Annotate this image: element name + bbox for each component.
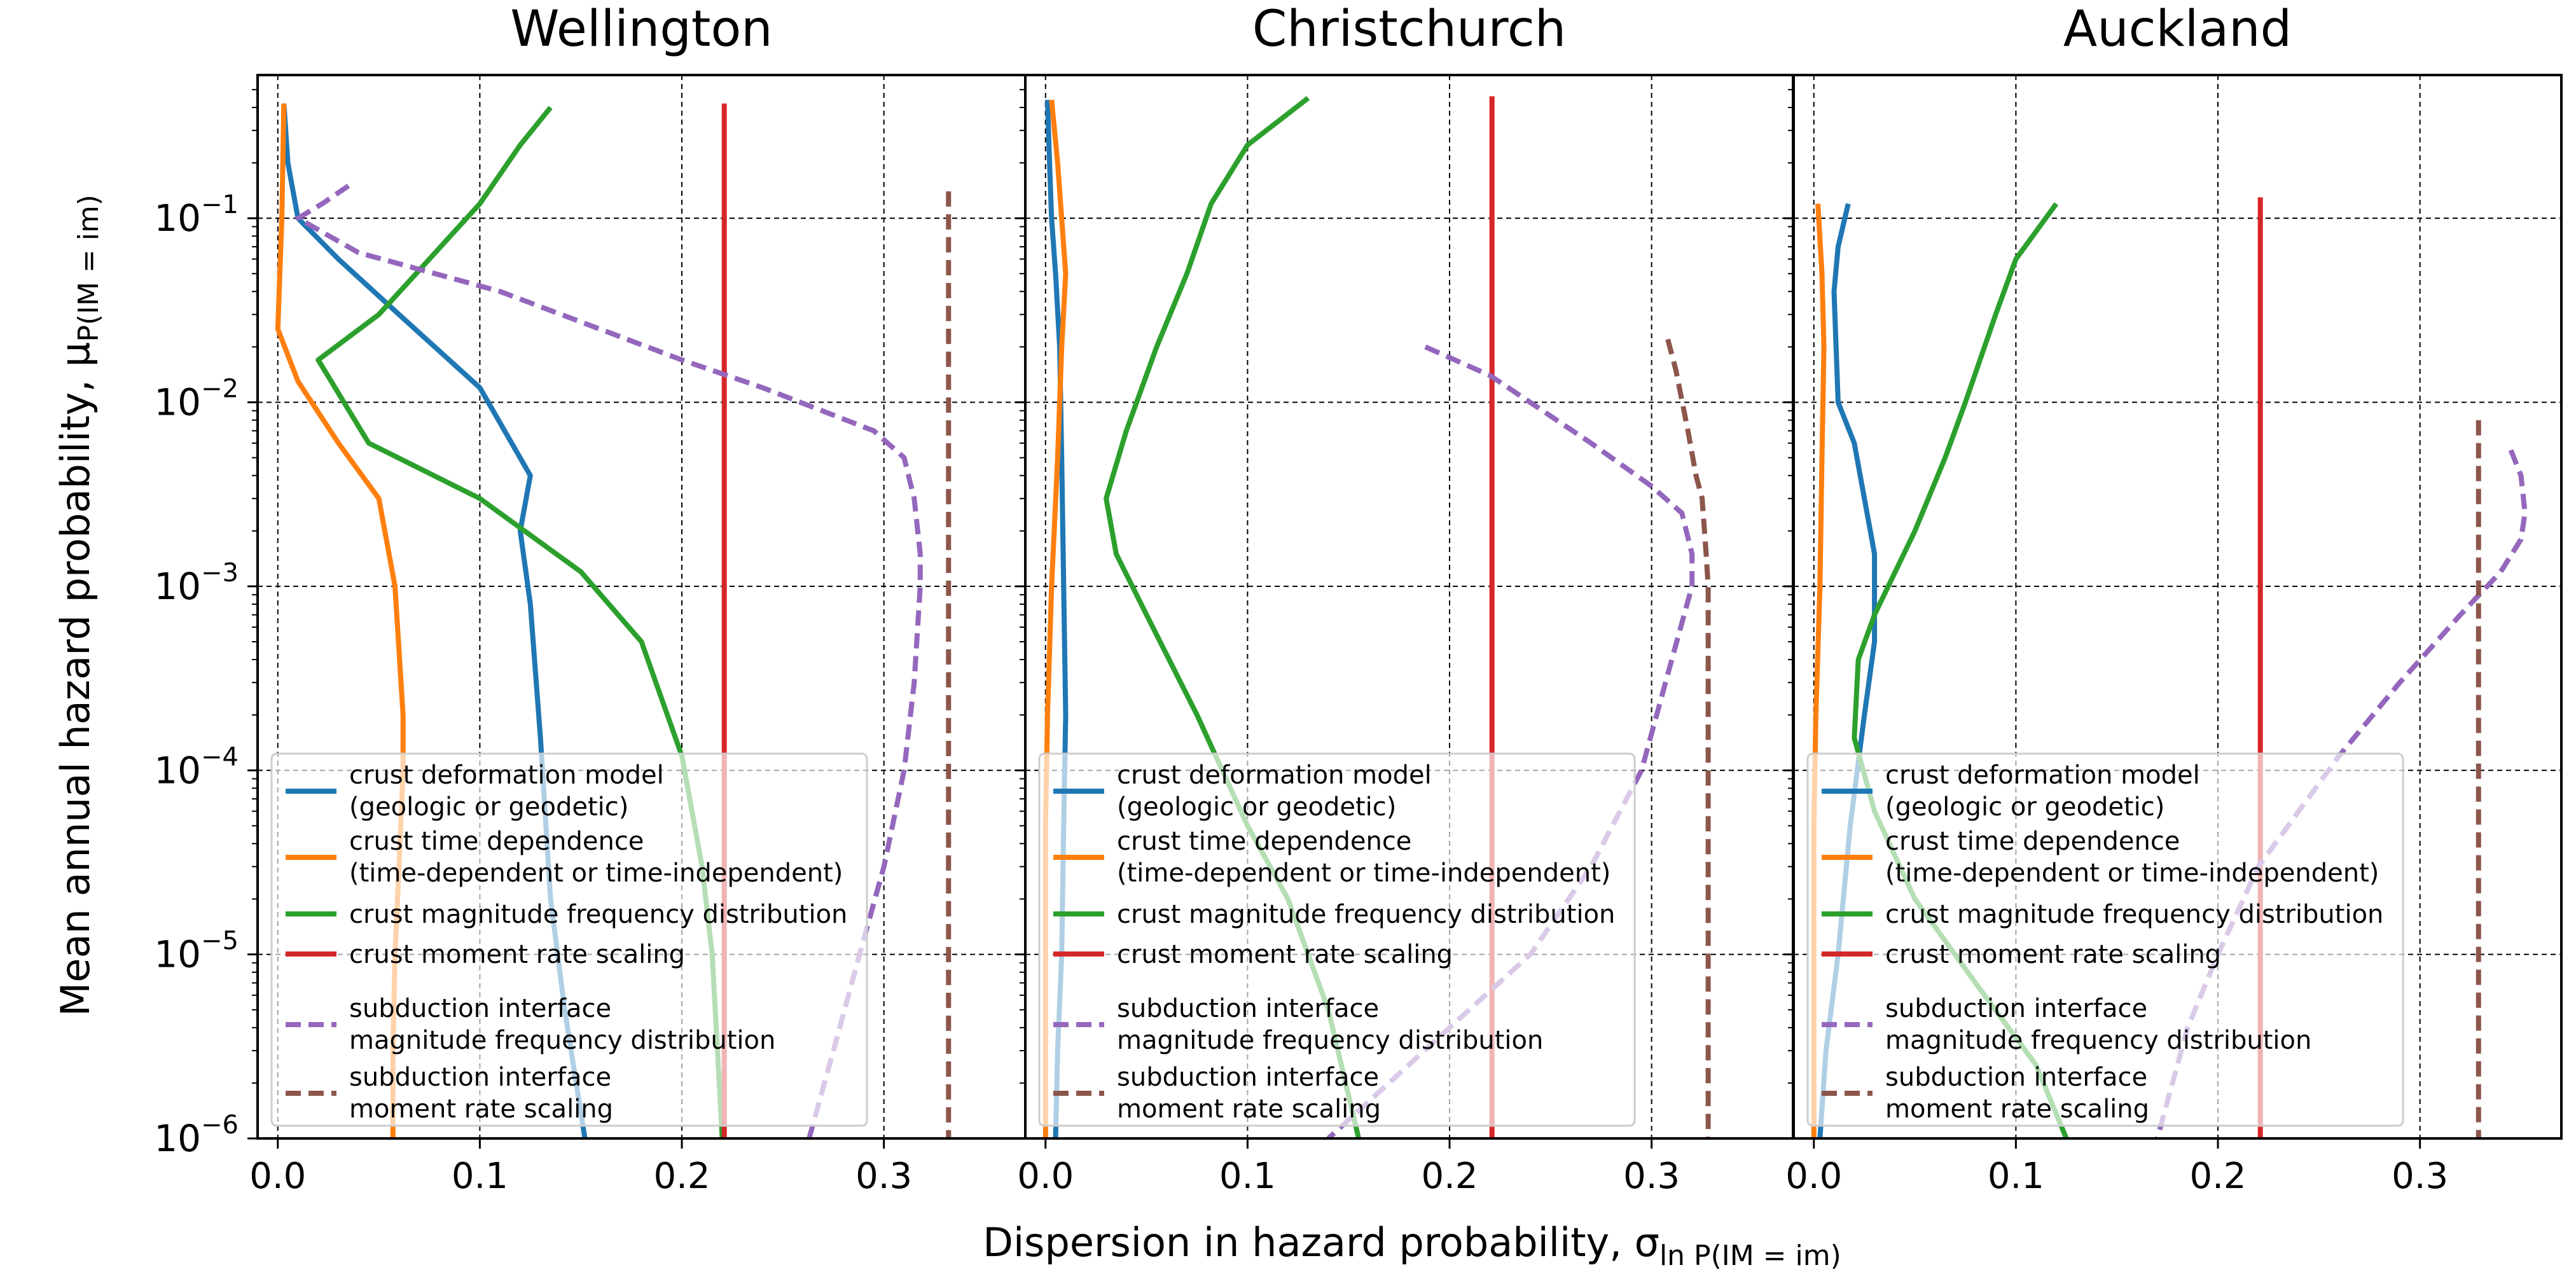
legend-label: subduction interface (1117, 994, 1379, 1023)
legend-label: (geologic or geodetic) (1117, 792, 1396, 822)
legend-label: (time-dependent or time-independent) (349, 859, 843, 888)
y-tick-label: 10−2 (154, 375, 239, 424)
legend-label: magnitude frequency distribution (349, 1026, 775, 1055)
x-tick-label: 0.2 (1421, 1156, 1478, 1197)
y-tick-label: 10−3 (154, 558, 239, 608)
x-tick-label: 0.0 (1785, 1156, 1842, 1197)
x-axis-label: Dispersion in hazard probability, σln P(… (983, 1219, 1841, 1272)
panel-auckland: Auckland 0.0 0.1 0.2 0.3 crust deformation mo… (1783, 1, 2563, 1197)
legend-label: crust time dependence (349, 827, 644, 856)
x-tick-label: 0.0 (249, 1156, 306, 1197)
x-tick-label: 0.3 (1623, 1156, 1680, 1197)
panel-title: Auckland (2063, 1, 2292, 58)
legend-label: moment rate scaling (1885, 1095, 2149, 1124)
legend-label: magnitude frequency distribution (1117, 1026, 1543, 1055)
legend-label: subduction interface (349, 994, 611, 1023)
x-tick-label: 0.2 (2189, 1156, 2246, 1197)
legend-box (1038, 752, 1636, 1127)
legend-label: crust moment rate scaling (1117, 940, 1453, 969)
legend-label: crust magnitude frequency distribution (1885, 900, 2383, 929)
y-axis-label: Mean annual hazard probability, μP(IM = … (52, 195, 105, 1016)
legend-label: crust time dependence (1885, 827, 2180, 856)
y-tick-label: 10−4 (154, 742, 239, 792)
legend-label: crust moment rate scaling (349, 940, 685, 969)
legend-label: subduction interface (349, 1063, 611, 1092)
legend-label: subduction interface (1885, 994, 2147, 1023)
series-line-sub-mfd (295, 183, 923, 1140)
legend-box (270, 752, 868, 1127)
legend-label: (geologic or geodetic) (1885, 792, 2164, 822)
x-tick-label: 0.3 (2392, 1156, 2448, 1197)
x-tick-label: 0.1 (1988, 1156, 2044, 1197)
x-tick-label: 0.0 (1017, 1156, 1074, 1197)
legend-label: (time-dependent or time-independent) (1117, 859, 1610, 888)
legend-label: (time-dependent or time-independent) (1885, 859, 2379, 888)
panel-title: Christchurch (1252, 1, 1566, 58)
legend-label: moment rate scaling (1117, 1095, 1381, 1124)
legend-label: crust deformation model (349, 761, 664, 790)
legend-label: crust deformation model (1885, 761, 2200, 790)
panel-title: Wellington (510, 1, 772, 58)
x-tick-label: 0.2 (653, 1156, 710, 1197)
legend-label: magnitude frequency distribution (1885, 1026, 2311, 1055)
legend-label: crust moment rate scaling (1885, 940, 2221, 969)
legend-label: crust magnitude frequency distribution (349, 900, 847, 929)
legend-label: moment rate scaling (349, 1095, 613, 1124)
legend-label: subduction interface (1885, 1063, 2147, 1092)
axes-frame (1792, 74, 2563, 1140)
legend-label: crust magnitude frequency distribution (1117, 900, 1615, 929)
series-line-sub-mrs (1665, 338, 1711, 1138)
legend-label: crust deformation model (1117, 761, 1432, 790)
panel-wellington: Wellington 0.0 0.1 0.2 0.3 10−1 10−2 10−3 10−4 10… (154, 1, 1027, 1197)
legend-label: (geologic or geodetic) (349, 792, 628, 822)
x-tick-label: 0.1 (452, 1156, 508, 1197)
panel-christchurch: Christchurch 0.0 0.1 0.2 0.3 crust deformatio… (1015, 1, 1794, 1197)
y-tick-label: 10−6 (154, 1110, 239, 1160)
x-tick-label: 0.3 (855, 1156, 912, 1197)
x-tick-label: 0.1 (1219, 1156, 1276, 1197)
y-tick-label: 10−1 (154, 190, 239, 240)
legend-label: crust time dependence (1117, 827, 1411, 856)
legend-label: subduction interface (1117, 1063, 1379, 1092)
legend-box (1806, 752, 2404, 1127)
y-tick-label: 10−5 (154, 927, 239, 976)
